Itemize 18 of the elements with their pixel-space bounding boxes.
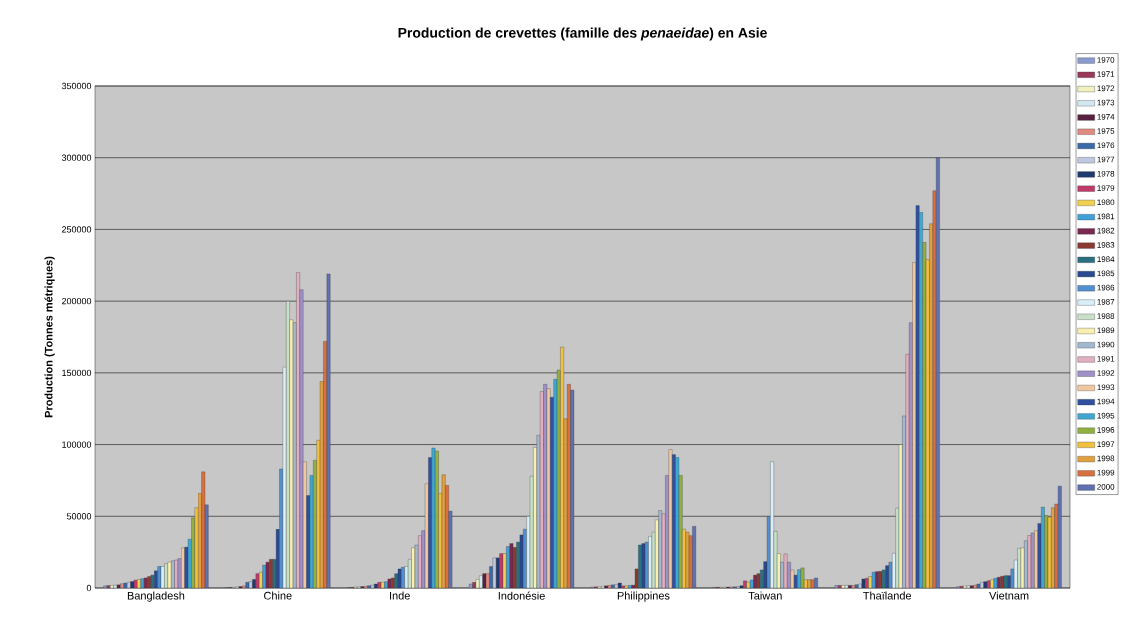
y-tick-label: 50000 (66, 513, 92, 520)
y-tick-label: 350000 (61, 82, 92, 90)
x-tick-label: Indonésie (498, 591, 545, 600)
x-tick-label: Inde (390, 591, 410, 600)
y-tick-label: 250000 (62, 226, 92, 233)
y-axis-title: Production (Tonnes métriques) (44, 256, 55, 418)
x-tick-label: Chine (264, 591, 292, 600)
x-tick-label: Philippines (617, 591, 670, 602)
x-tick-label: Vietnam (989, 591, 1029, 600)
y-tick-label: 100000 (62, 441, 92, 448)
y-tick-label: 150000 (62, 369, 92, 377)
chart-title: Production de crevettes (famille des penaeidae) en Asie (398, 27, 767, 41)
x-tick-label: Bangladesh (127, 591, 185, 602)
y-tick-label: 0 (86, 584, 92, 592)
x-tick-label: Thaïlande (863, 591, 912, 600)
y-tick-label: 200000 (62, 297, 92, 305)
y-tick-label: 300000 (61, 154, 92, 161)
x-tick-label: Taiwan (748, 591, 782, 600)
